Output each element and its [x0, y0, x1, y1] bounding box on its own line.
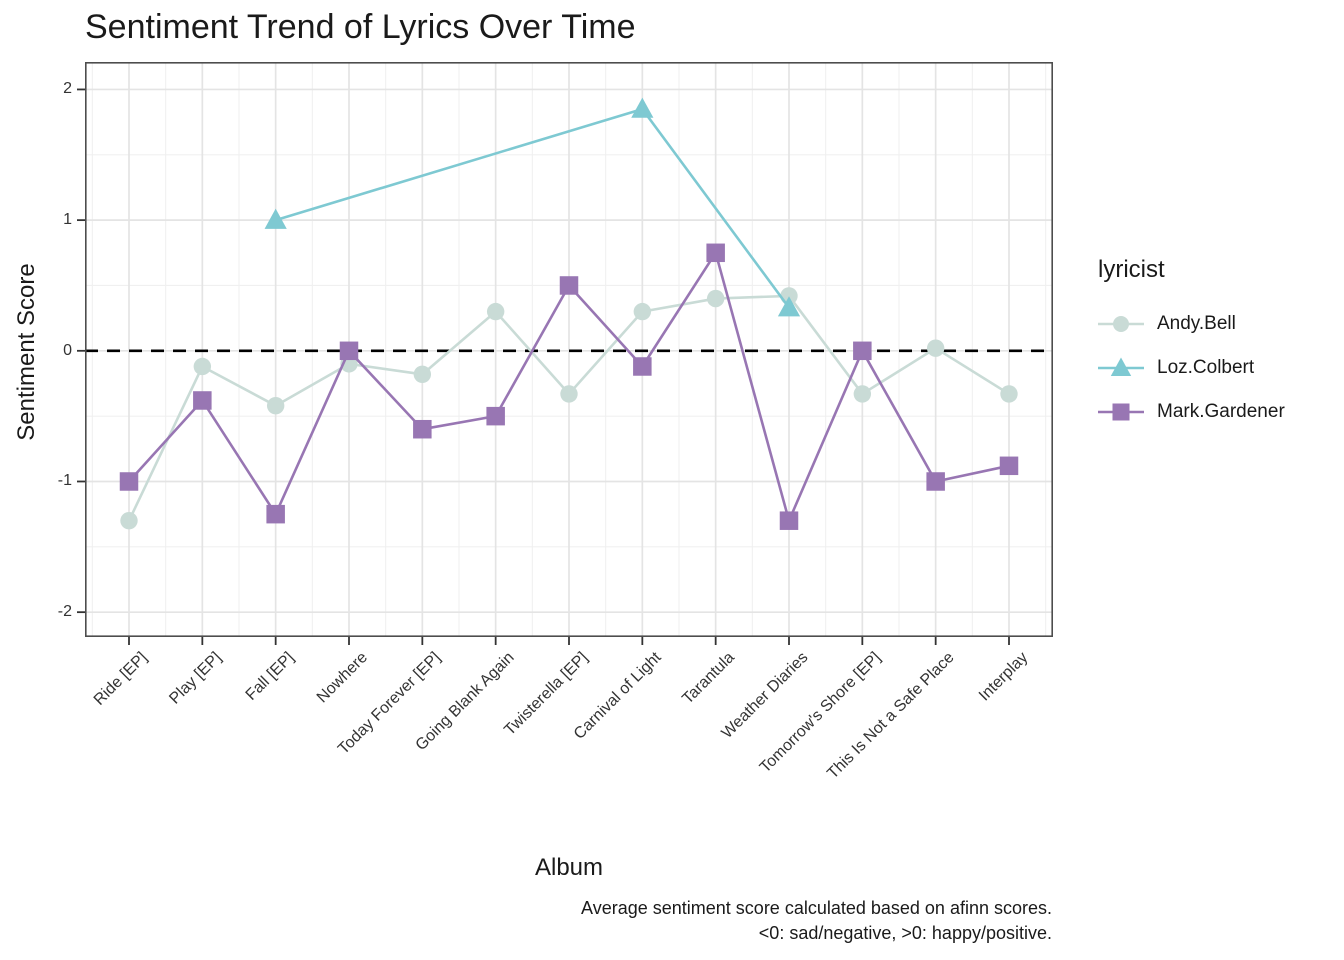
x-tick-label: Nowhere — [313, 649, 372, 707]
legend: lyricist Andy.Bell Loz.Colbert Mark.Garden… — [1098, 256, 1285, 434]
legend-entry-label: Loz.Colbert — [1157, 357, 1255, 378]
data-point-circle — [266, 396, 285, 415]
x-tick-label: Tomorrow's Shore [EP] — [757, 649, 885, 777]
chart-title: Sentiment Trend of Lyrics Over Time — [85, 8, 636, 46]
legend-entry-loz-colbert: Loz.Colbert — [1098, 346, 1285, 390]
data-point-circle — [1000, 385, 1018, 403]
legend-title: lyricist — [1098, 256, 1165, 283]
legend-entry-mark-gardener: Mark.Gardener — [1098, 390, 1285, 434]
x-tick-label: Play [EP] — [165, 649, 225, 708]
data-point-circle — [1113, 316, 1129, 332]
data-point-circle — [633, 302, 652, 321]
data-point-circle — [560, 385, 578, 403]
data-point-square — [486, 406, 505, 426]
panel-border — [85, 62, 1054, 638]
data-point-square — [633, 357, 652, 376]
x-tick-label: Tarantula — [679, 649, 738, 708]
y-tick-label: 2 — [63, 80, 72, 98]
x-tick-label: Ride [EP] — [91, 649, 152, 709]
data-point-square — [1112, 403, 1130, 421]
plot-panel — [77, 62, 1054, 645]
data-point-square — [266, 504, 285, 524]
data-point-triangle — [631, 97, 654, 118]
x-tick-label: Fall [EP] — [242, 649, 298, 704]
caption: Average sentiment score calculated based… — [581, 896, 1052, 946]
data-point-circle — [193, 357, 212, 376]
data-point-square — [339, 341, 359, 361]
data-point-square — [413, 419, 432, 439]
data-point-square — [999, 456, 1019, 476]
data-point-circle — [486, 302, 505, 321]
y-tick-label: -2 — [57, 603, 72, 621]
data-point-circle — [120, 511, 138, 530]
data-point-triangle — [1110, 357, 1132, 376]
y-tick-label: 1 — [63, 211, 72, 229]
legend-entries: Andy.Bell Loz.Colbert Mark.Gardener — [1098, 302, 1285, 434]
data-point-square — [853, 341, 872, 361]
data-point-triangle — [264, 208, 287, 229]
data-point-square — [926, 472, 945, 491]
data-point-circle — [853, 385, 872, 403]
legend-entry-label: Andy.Bell — [1157, 313, 1236, 334]
data-point-square — [119, 472, 139, 491]
legend-entry-label: Mark.Gardener — [1157, 401, 1285, 422]
data-point-square — [779, 511, 799, 530]
x-tick-label: Interplay — [975, 649, 1032, 705]
data-point-square — [706, 243, 725, 263]
data-point-circle — [926, 339, 945, 357]
legend-key-square-icon — [1098, 403, 1144, 421]
x-tick-label: This Is Not a Safe Place — [824, 649, 958, 783]
y-tick-label: 0 — [63, 341, 72, 359]
data-point-circle — [413, 365, 432, 384]
data-point-triangle — [777, 296, 801, 317]
y-tick-label: -1 — [57, 472, 72, 490]
legend-entry-andy-bell: Andy.Bell — [1098, 302, 1285, 346]
legend-key-triangle-icon — [1098, 357, 1144, 376]
data-point-square — [559, 276, 579, 295]
legend-key-circle-icon — [1098, 316, 1144, 332]
caption-line-2: <0: sad/negative, >0: happy/positive. — [758, 923, 1052, 943]
data-point-square — [193, 391, 212, 410]
data-point-circle — [706, 289, 725, 308]
caption-line-1: Average sentiment score calculated based… — [581, 898, 1052, 918]
x-axis-title: Album — [534, 854, 604, 881]
